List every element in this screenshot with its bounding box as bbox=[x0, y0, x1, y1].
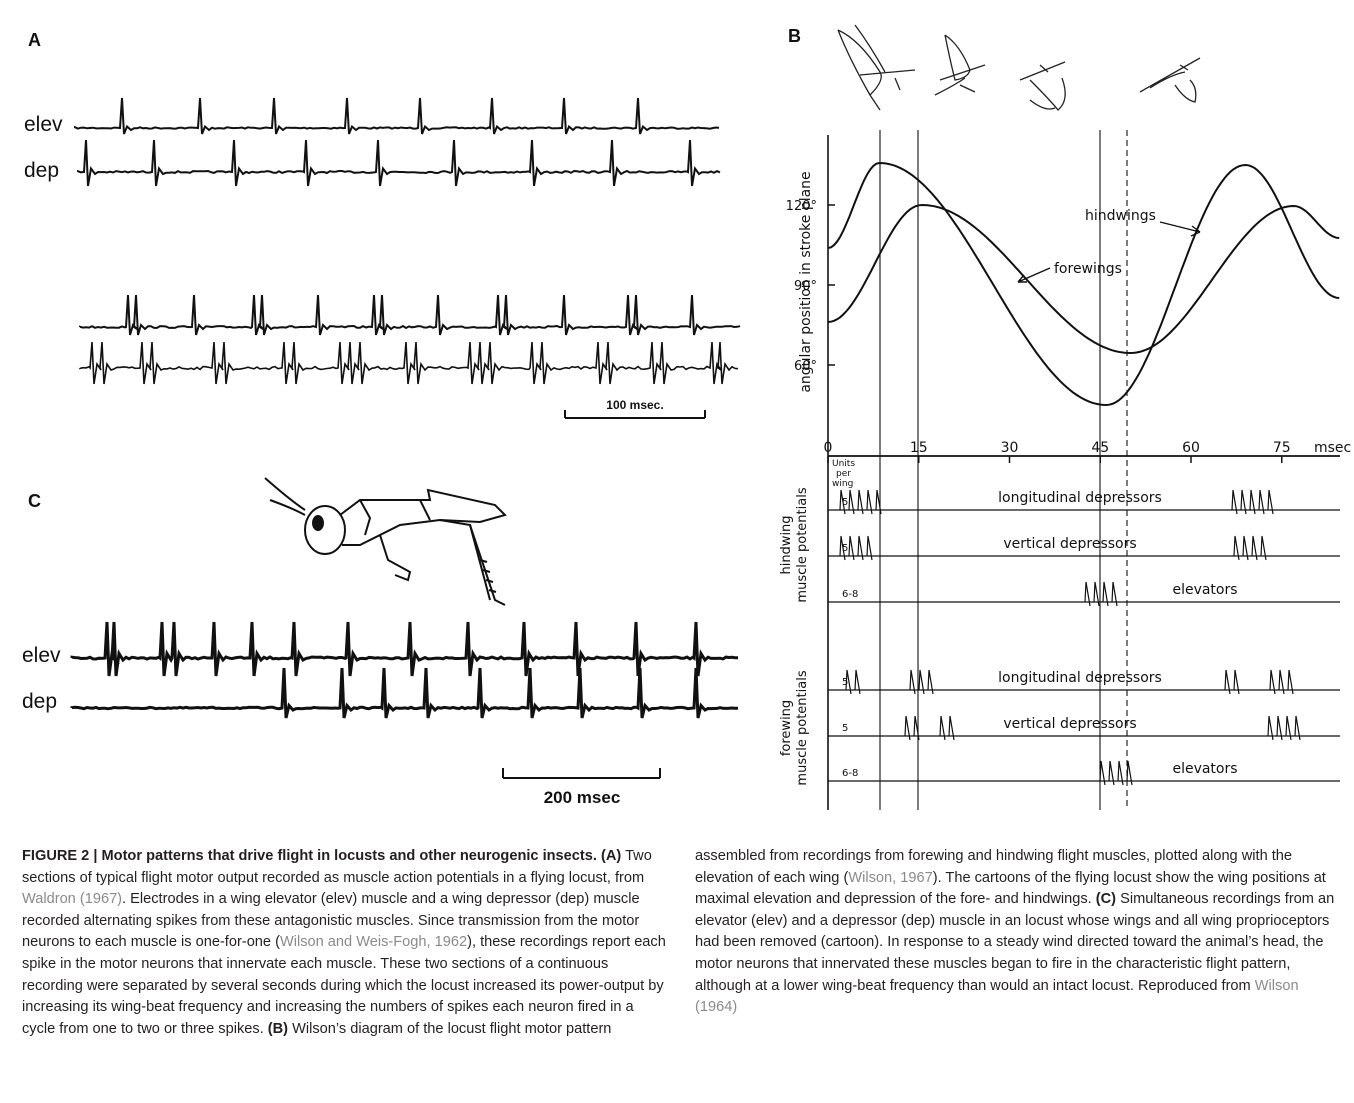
row-units: 5 bbox=[842, 543, 848, 554]
recording-trace bbox=[79, 294, 741, 336]
caption-panel: (C) bbox=[1095, 891, 1117, 908]
row-units: 6-8 bbox=[842, 589, 858, 600]
spike-group bbox=[1099, 760, 1133, 786]
row-label: elevators bbox=[1172, 582, 1237, 598]
group-title: forewing bbox=[779, 700, 794, 756]
trace-label: elev bbox=[22, 644, 61, 667]
plot-labels: angular position in stroke plane 60° 90°… bbox=[779, 171, 1351, 785]
row-units: 5 bbox=[842, 677, 848, 688]
spike-group bbox=[1269, 669, 1294, 695]
x-tick-label: 75 bbox=[1273, 440, 1291, 456]
group-title: muscle potentials bbox=[795, 670, 810, 785]
figure: A elev dep 100 msec. C elev dep 200 msec… bbox=[22, 24, 1351, 810]
spike-group bbox=[1224, 669, 1240, 695]
scale-label: 200 msec bbox=[544, 788, 621, 807]
y-tick-label: 90° bbox=[794, 279, 817, 294]
spike-group bbox=[839, 535, 873, 561]
row-label: vertical depressors bbox=[1003, 536, 1136, 552]
recording-trace bbox=[74, 97, 720, 135]
y-axis-title: angular position in stroke plane bbox=[798, 171, 814, 392]
curve-arrow bbox=[1017, 267, 1051, 283]
units-label: Units bbox=[832, 459, 855, 469]
caption-panel: (B) bbox=[267, 1020, 289, 1037]
spike-group bbox=[1084, 581, 1118, 607]
caption-text: ). The cartoons of the flying locust sho… bbox=[695, 869, 1326, 908]
trace-label: elev bbox=[24, 113, 63, 136]
recording-trace bbox=[77, 139, 721, 187]
row-units: 6-8 bbox=[842, 768, 858, 779]
trace-label: dep bbox=[22, 690, 57, 713]
row-units: 5 bbox=[842, 497, 848, 508]
units-label: per bbox=[836, 469, 851, 479]
row-label: longitudinal depressors bbox=[998, 490, 1162, 506]
curve-label: forewings bbox=[1054, 261, 1122, 277]
citation[interactable]: Wilson and Weis-Fogh, 1962 bbox=[279, 934, 468, 951]
group-title: hindwing bbox=[779, 515, 794, 574]
units-label: wing bbox=[832, 479, 853, 489]
x-tick-label: 0 bbox=[824, 440, 833, 456]
panel-label: B bbox=[788, 26, 801, 46]
x-tick-label: 60 bbox=[1182, 440, 1200, 456]
citation[interactable]: Wilson (1964) bbox=[695, 977, 1299, 1016]
row-units: 5 bbox=[842, 723, 848, 734]
wing-curve bbox=[827, 203, 1340, 355]
caption-text: Wilson’s diagram of the locust flight mo… bbox=[292, 848, 1293, 1037]
spike-group bbox=[1267, 715, 1301, 741]
recording-trace bbox=[79, 341, 739, 385]
caption: FIGURE 2 | Motor patterns that drive fli… bbox=[22, 846, 1340, 1040]
caption-title: FIGURE 2 | Motor patterns that drive fli… bbox=[22, 848, 597, 864]
citation[interactable]: Wilson, 1967 bbox=[848, 869, 933, 886]
wing-curve bbox=[827, 161, 1340, 407]
locust-cartoon bbox=[264, 477, 507, 606]
row-label: longitudinal depressors bbox=[998, 670, 1162, 686]
spike-group bbox=[939, 715, 955, 741]
x-tick-label: 15 bbox=[910, 440, 928, 456]
group-title: muscle potentials bbox=[795, 487, 810, 602]
spike-group bbox=[845, 669, 861, 695]
trace-label: dep bbox=[24, 159, 59, 182]
caption-panel: (A) bbox=[601, 848, 622, 864]
y-tick-label: 120° bbox=[786, 199, 817, 214]
row-label: vertical depressors bbox=[1003, 716, 1136, 732]
spike-group bbox=[909, 669, 934, 695]
traces bbox=[70, 97, 741, 719]
scale-label: 100 msec. bbox=[606, 398, 663, 412]
caption-text: Two sections of typical flight motor out… bbox=[22, 848, 652, 886]
spike-group bbox=[839, 489, 882, 515]
recording-trace bbox=[70, 621, 738, 677]
spike-group bbox=[1231, 489, 1274, 515]
panel-label: A bbox=[28, 30, 41, 50]
citation[interactable]: Waldron (1967) bbox=[22, 891, 123, 908]
x-tick-label: 30 bbox=[1001, 440, 1019, 456]
caption-text: ), these recordings report each spike in… bbox=[22, 934, 666, 1037]
wing-cartoons bbox=[837, 24, 1201, 111]
y-tick-label: 60° bbox=[794, 359, 817, 374]
curve-label: hindwings bbox=[1085, 208, 1156, 224]
spike-group bbox=[904, 715, 920, 741]
panel-label: C bbox=[28, 491, 41, 511]
spike-group bbox=[1233, 535, 1267, 561]
caption-text: Simultaneous recordings from an elevator… bbox=[695, 891, 1335, 994]
curve-arrow bbox=[1159, 221, 1201, 237]
row-label: elevators bbox=[1172, 761, 1237, 777]
recording-trace bbox=[70, 667, 739, 719]
caption-text: . Electrodes in a wing elevator (elev) m… bbox=[22, 891, 640, 951]
x-unit: msec bbox=[1314, 440, 1351, 456]
